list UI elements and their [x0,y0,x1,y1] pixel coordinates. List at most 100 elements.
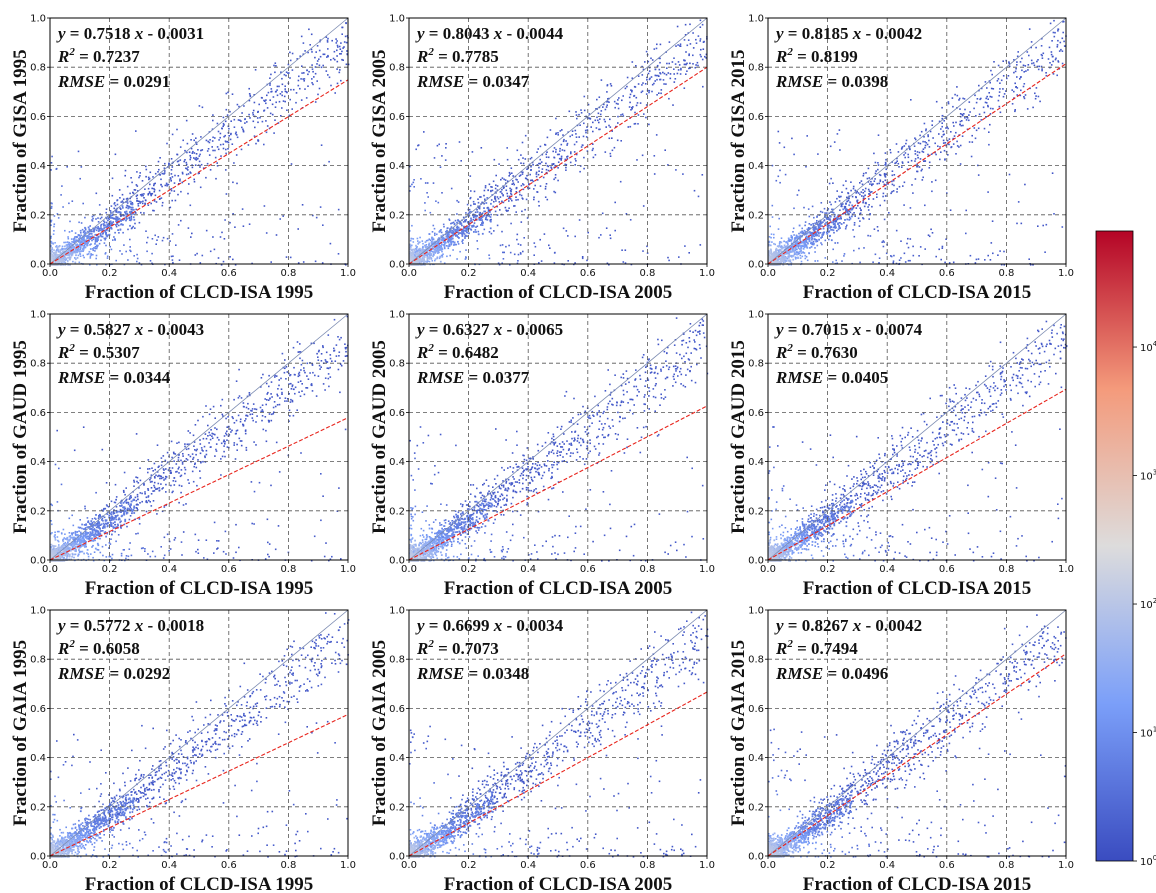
scatter-point [283,95,286,98]
scatter-point [825,216,827,219]
scatter-point [119,250,121,252]
scatter-point [871,184,873,187]
scatter-point [335,42,338,44]
scatter-point [999,250,1001,252]
scatter-point [105,234,108,237]
scatter-point [856,199,859,202]
scatter-point [115,224,117,226]
scatter-point [938,133,940,135]
scatter-point [535,171,538,174]
scatter-point [126,204,128,207]
scatter-point [838,195,840,198]
scatter-point [51,256,54,258]
scatter-point [341,26,343,29]
scatter-point [149,260,152,262]
scatter-point [668,62,670,65]
scatter-point [794,242,797,244]
scatter-point [439,260,442,263]
scatter-point [860,209,862,212]
scatter-point [920,130,923,133]
scatter-point [466,228,469,231]
scatter-point [495,192,497,194]
scatter-point [433,250,435,253]
scatter-point [76,245,79,247]
scatter-point [829,234,831,237]
scatter-point [212,119,214,122]
scatter-point [336,55,338,57]
scatter-point [422,262,425,265]
scatter-point [804,224,806,227]
scatter-point [179,159,182,161]
scatter-point [568,110,571,113]
scatter-point [63,241,65,244]
scatter-point [177,175,180,177]
scatter-point [633,123,636,125]
scatter-point [490,199,493,201]
scatter-point [420,178,422,180]
scatter-point [134,227,136,229]
scatter-point [97,225,99,228]
scatter-point [833,215,836,218]
scatter-point [645,116,647,119]
scatter-point [72,246,74,249]
scatter-point [949,209,952,211]
scatter-point [147,204,150,206]
scatter-point [437,242,440,245]
scatter-point [529,158,532,160]
scatter-point [169,206,172,209]
scatter-point [121,205,124,207]
scatter-point [700,48,702,51]
scatter-point [924,146,926,149]
scatter-point [705,53,708,56]
scatter-point [124,174,126,177]
scatter-point [520,162,522,164]
scatter-point [428,256,430,258]
scatter-point [793,207,795,210]
scatter-point [807,227,810,229]
scatter-point [827,224,830,227]
scatter-point [944,261,946,264]
scatter-point [508,175,510,177]
scatter-point [69,245,71,248]
scatter-point [174,199,177,202]
scatter-point [115,210,118,212]
scatter-point [891,190,893,193]
scatter-point [810,236,813,238]
scatter-point [417,264,420,266]
scatter-point [557,179,559,182]
scatter-point [805,244,808,246]
scatter-point [85,242,87,245]
scatter-point [799,242,802,244]
scatter-point [805,240,808,242]
scatter-point [768,241,771,243]
scatter-point [1020,222,1023,225]
scatter-point [54,252,56,255]
scatter-point [1016,94,1018,96]
scatter-point [82,250,84,252]
scatter-point [798,189,800,192]
scatter-point [94,242,96,245]
scatter-point [263,205,266,207]
scatter-point [862,195,865,198]
scatter-point [914,138,917,141]
scatter-point [90,232,93,235]
scatter-point [1058,50,1061,52]
scatter-point [884,195,887,197]
scatter-point [779,169,781,172]
scatter-point [992,107,994,110]
scatter-point [54,264,57,266]
scatter-point [551,163,553,165]
scatter-point [877,134,880,136]
scatter-point [539,238,541,241]
scatter-point [103,227,106,229]
scatter-point [111,223,114,226]
scatter-point [145,199,147,202]
scatter-point [928,161,931,164]
scatter-point [633,85,636,88]
scatter-point [699,26,702,28]
scatter-point [934,151,936,154]
scatter-point [689,23,691,26]
scatter-point [942,130,945,133]
scatter-point [919,246,922,248]
scatter-point [414,264,417,266]
